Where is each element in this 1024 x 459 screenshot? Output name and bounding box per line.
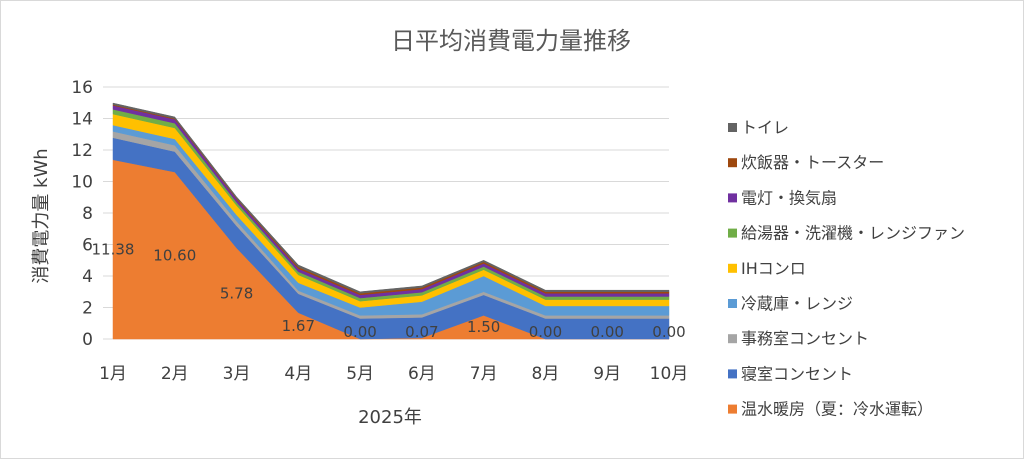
x-tick-label: 1月	[99, 364, 127, 384]
x-tick-label: 9月	[593, 364, 621, 384]
chart-title: 日平均消費電力量推移	[391, 27, 631, 55]
y-axis-ticks: 0 2 4 6 8 10 12 14 16	[71, 78, 93, 350]
x-tick-label: 6月	[408, 364, 436, 384]
legend-swatch	[728, 158, 737, 168]
data-label: 0.07	[405, 323, 438, 341]
legend-swatch	[728, 334, 737, 344]
y-tick-label: 8	[82, 204, 93, 224]
x-tick-label: 7月	[470, 364, 498, 384]
legend-entry: 電灯・換気扇	[741, 188, 837, 207]
legend-swatch	[728, 193, 737, 203]
y-tick-label: 2	[82, 299, 93, 319]
data-label: 10.60	[153, 247, 196, 265]
y-tick-label: 10	[71, 173, 93, 193]
data-label: 1.50	[467, 318, 500, 336]
data-label: 11.38	[92, 240, 135, 258]
legend-swatch	[728, 369, 737, 379]
y-tick-label: 14	[71, 110, 93, 130]
legend-entry: 給湯器・洗濯機・レンジファン	[741, 224, 965, 243]
data-label: 0.00	[529, 323, 562, 341]
data-label: 1.67	[282, 317, 315, 335]
data-label: 0.00	[343, 323, 376, 341]
series-areas	[112, 102, 670, 340]
legend-entry: 温水暖房（夏：冷水運転）	[741, 400, 933, 419]
legend-swatch	[728, 263, 737, 273]
x-axis-label: 2025年	[358, 407, 422, 428]
legend-entry: 事務室コンセント	[741, 329, 869, 348]
data-label: 5.78	[220, 284, 253, 302]
y-tick-label: 6	[82, 236, 93, 256]
x-tick-label: 8月	[532, 364, 560, 384]
x-tick-label: 3月	[223, 364, 251, 384]
x-tick-label: 10月	[650, 364, 689, 384]
x-tick-label: 5月	[346, 364, 374, 384]
x-axis-ticks: 1月 2月 3月 4月 5月 6月 7月 8月 9月 10月	[99, 364, 688, 384]
y-tick-label: 16	[71, 78, 93, 98]
legend-entry: 寝室コンセント	[741, 364, 853, 383]
data-labels: 11.38 10.60 5.78 1.67 0.00 0.07 1.50 0.00 0.00 0.…	[92, 240, 686, 341]
x-tick-label: 4月	[284, 364, 312, 384]
y-axis-label: 消費電力量 kWh	[31, 148, 52, 283]
legend-swatch	[728, 299, 737, 308]
legend-entry: トイレ	[741, 118, 789, 137]
legend-entry: 冷蔵庫・レンジ	[741, 294, 853, 313]
legend-swatch	[728, 228, 737, 238]
legend-entry: 炊飯器・トースター	[741, 153, 884, 172]
y-tick-label: 0	[82, 330, 93, 350]
x-tick-label: 2月	[161, 364, 189, 384]
legend-swatch	[728, 404, 737, 414]
y-tick-label: 12	[71, 141, 93, 161]
legend-entry: IHコンロ	[741, 259, 806, 278]
area-series	[112, 102, 670, 294]
data-label: 0.00	[652, 323, 685, 341]
data-label: 0.00	[591, 323, 624, 341]
legend-swatch	[728, 123, 737, 132]
y-tick-label: 4	[82, 267, 93, 287]
